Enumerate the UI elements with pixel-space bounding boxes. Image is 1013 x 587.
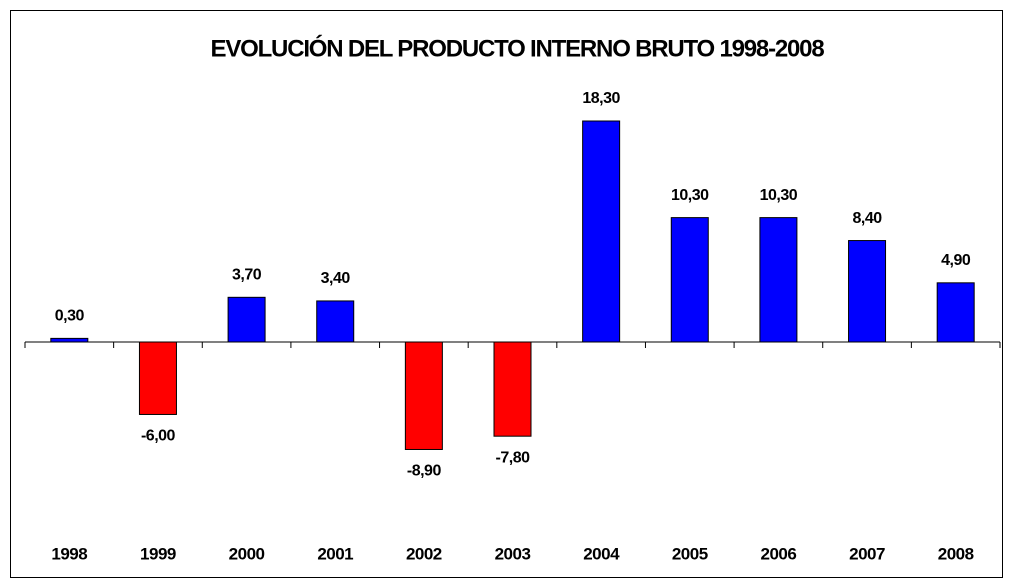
x-tick-label: 2002: [406, 544, 442, 563]
bar: [50, 337, 89, 343]
x-tick-label: 2007: [849, 544, 885, 563]
x-tick-label: 2006: [760, 544, 796, 563]
bar: [138, 341, 177, 415]
data-label: 18,30: [582, 90, 620, 107]
chart-title: EVOLUCIÓN DEL PRODUCTO INTERNO BRUTO 199…: [211, 34, 825, 62]
x-tick-label: 2000: [229, 544, 265, 563]
data-label: 4,90: [941, 252, 971, 269]
bar: [759, 217, 798, 343]
bar: [848, 240, 887, 343]
bar: [582, 120, 621, 343]
bar: [404, 341, 443, 450]
data-label: 3,70: [232, 267, 262, 284]
bar: [227, 296, 266, 343]
x-tick-label: 1998: [51, 544, 87, 563]
x-tick-label: 1999: [140, 544, 176, 563]
data-label: -8,90: [407, 463, 442, 480]
data-label: 10,30: [760, 187, 798, 204]
x-tick-label: 2008: [938, 544, 974, 563]
x-tick-label: 2003: [495, 544, 531, 563]
data-label: 0,30: [55, 308, 85, 325]
data-label: 3,40: [321, 270, 351, 287]
x-tick-label: 2004: [583, 544, 620, 563]
data-label: 8,40: [852, 210, 882, 227]
bar: [493, 341, 532, 437]
bar: [316, 300, 355, 343]
x-tick-label: 2001: [317, 544, 353, 563]
bar: [670, 217, 709, 343]
data-label: 10,30: [671, 187, 709, 204]
chart-border: [10, 10, 1003, 578]
data-label: -7,80: [496, 449, 531, 466]
data-label: -6,00: [141, 428, 176, 445]
bar: [936, 282, 975, 343]
x-tick-label: 2005: [672, 544, 708, 563]
